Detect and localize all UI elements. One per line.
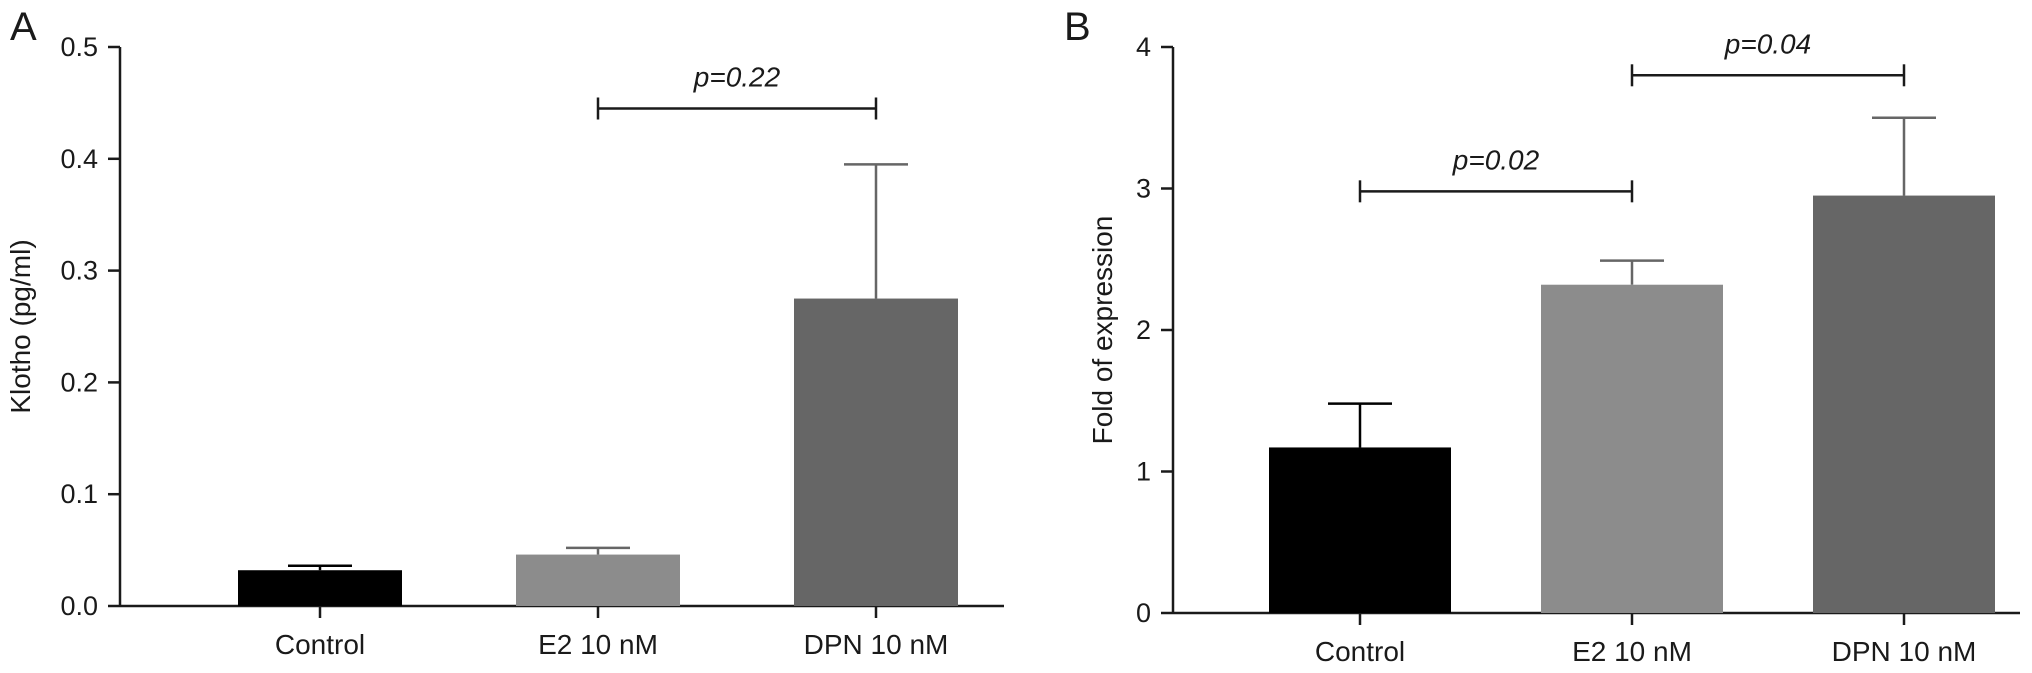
y-tick-label: 4 bbox=[1136, 32, 1151, 62]
bar bbox=[238, 570, 402, 606]
y-tick-label: 0.2 bbox=[60, 367, 98, 397]
y-tick-label: 0.4 bbox=[60, 144, 98, 174]
p-value-label: p=0.02 bbox=[1452, 144, 1540, 175]
bar bbox=[1813, 195, 1995, 613]
category-label: DPN 10 nM bbox=[1832, 636, 1977, 667]
bar bbox=[794, 298, 958, 606]
category-label: E2 10 nM bbox=[538, 629, 658, 660]
y-axis-title: Fold of expression bbox=[1087, 216, 1118, 445]
category-label: Control bbox=[275, 629, 365, 660]
p-value-label: p=0.22 bbox=[693, 61, 781, 92]
y-tick-label: 0.1 bbox=[60, 479, 98, 509]
panel-letter-b: B bbox=[1064, 5, 1091, 49]
p-value-label: p=0.04 bbox=[1724, 28, 1811, 59]
category-label: E2 10 nM bbox=[1572, 636, 1692, 667]
bar bbox=[1541, 284, 1723, 613]
chart-panel-b: 0 1 2 3 4 Fold of expression Control E2 10 nM DP… bbox=[1087, 28, 2020, 667]
y-tick-label: 0.3 bbox=[60, 256, 98, 286]
y-tick-label: 0 bbox=[1136, 598, 1151, 628]
category-label: Control bbox=[1315, 636, 1405, 667]
category-label: DPN 10 nM bbox=[804, 629, 949, 660]
y-tick-label: 3 bbox=[1136, 174, 1151, 204]
y-tick-label: 0.0 bbox=[60, 591, 98, 621]
bar bbox=[516, 554, 680, 606]
chart-panel-a: 0.0 0.1 0.2 0.3 0.4 0.5 Klotho (pg/ml) Control E… bbox=[5, 32, 1004, 660]
panel-letter-a: A bbox=[10, 5, 37, 49]
y-tick-label: 1 bbox=[1136, 457, 1151, 487]
y-axis-title: Klotho (pg/ml) bbox=[5, 239, 36, 413]
y-tick-label: 0.5 bbox=[60, 32, 98, 62]
bar bbox=[1269, 447, 1451, 613]
y-tick-label: 2 bbox=[1136, 315, 1151, 345]
